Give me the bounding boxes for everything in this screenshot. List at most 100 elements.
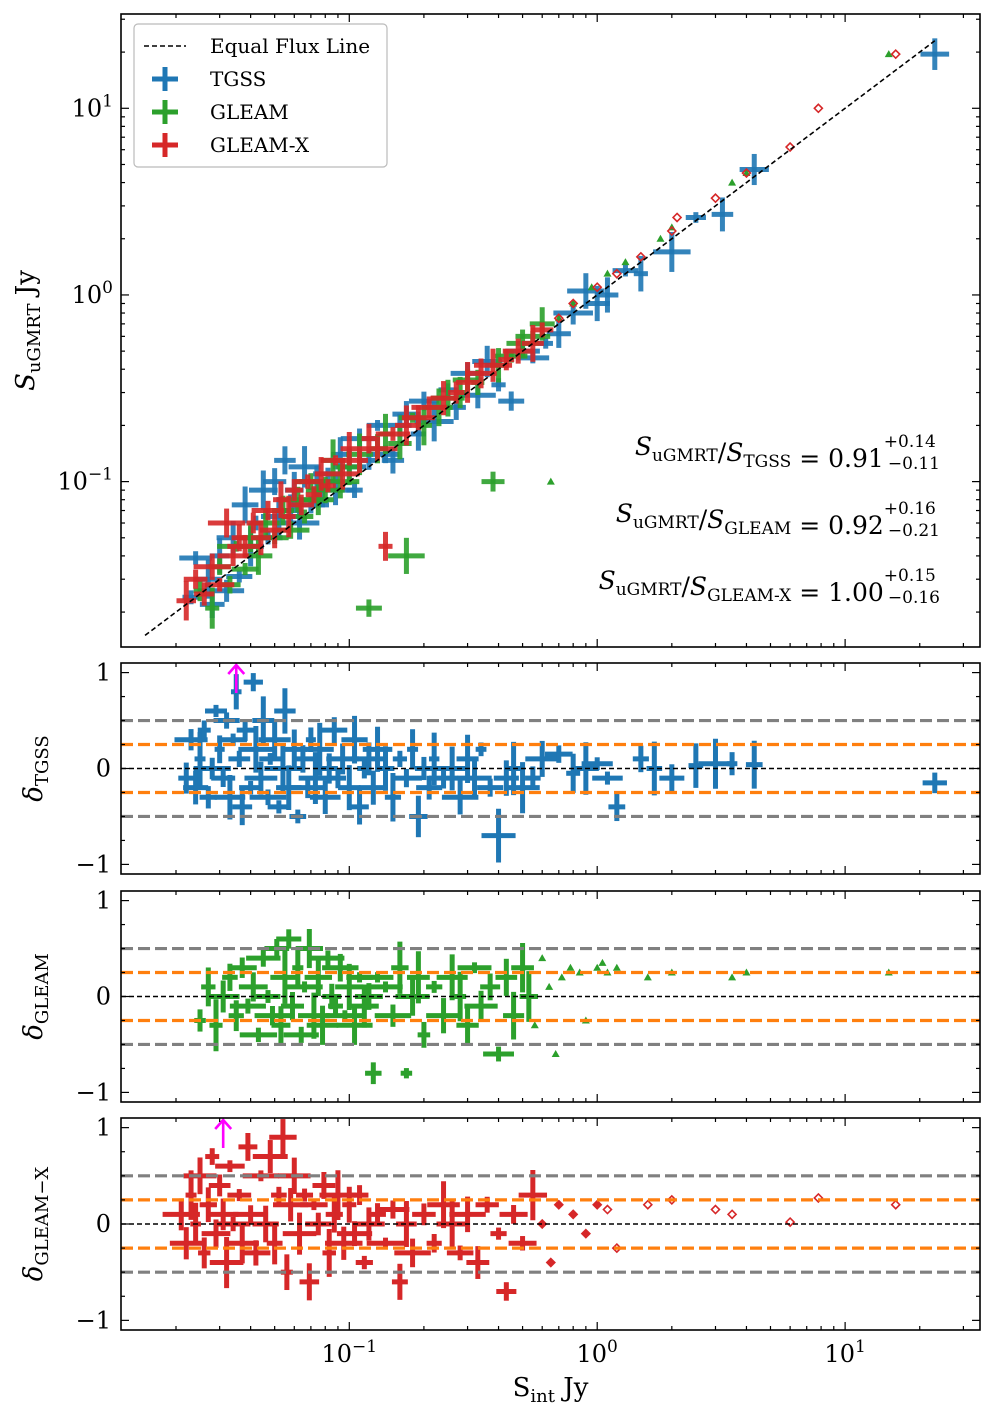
point-marker <box>592 1199 603 1210</box>
residual-point <box>530 1021 539 1029</box>
residual-point <box>232 788 253 826</box>
residual-point <box>329 767 347 789</box>
legend-label: Equal Flux Line <box>210 34 370 58</box>
residual-point <box>566 753 581 793</box>
residual-point <box>710 1204 721 1215</box>
point-marker <box>656 234 665 242</box>
data-point <box>274 446 296 475</box>
residual-point <box>238 1132 258 1161</box>
residual-point <box>391 1263 408 1300</box>
point-marker <box>710 1204 721 1215</box>
y-tick-label: −1 <box>76 1306 111 1334</box>
data-point <box>295 509 314 524</box>
residual-point <box>238 726 274 773</box>
data-point <box>227 534 263 558</box>
residual-point <box>350 1185 369 1206</box>
upper-limit-arrow <box>214 1118 233 1148</box>
data-point <box>498 391 525 411</box>
residual-point <box>580 1228 591 1239</box>
residual-point <box>194 732 206 786</box>
data-point <box>273 481 289 519</box>
point-marker <box>710 193 721 204</box>
data-point <box>388 537 425 574</box>
residual-point <box>368 981 403 993</box>
residual-point <box>309 780 341 814</box>
residual-point <box>322 953 359 982</box>
point-marker <box>568 298 579 309</box>
point-marker <box>890 1199 901 1210</box>
y-axis-label: δGLEAM−X <box>19 1167 53 1282</box>
residual-point <box>466 1246 490 1279</box>
x-tick-label: 100 <box>577 1337 618 1368</box>
residual-point <box>306 1005 339 1045</box>
data-point <box>411 396 447 419</box>
data-point <box>250 520 271 556</box>
residual-point <box>456 1007 479 1044</box>
residual-point <box>490 1227 507 1240</box>
data-point <box>325 458 360 490</box>
residual-point <box>642 1199 653 1210</box>
residual-point <box>276 929 302 949</box>
point-marker <box>603 269 612 277</box>
y-axis-label: δTGSS <box>19 735 53 801</box>
point-marker <box>553 1199 564 1210</box>
legend-box <box>133 23 388 168</box>
data-point <box>592 282 603 293</box>
residual-point <box>228 750 251 767</box>
residual-point <box>365 1062 382 1085</box>
residual-point <box>457 759 492 797</box>
data-point <box>259 511 290 549</box>
legend-label: GLEAM-X <box>210 133 310 157</box>
residual-point <box>336 1005 373 1045</box>
point-marker <box>666 225 677 237</box>
data-point <box>351 447 368 473</box>
point-marker <box>530 1021 539 1029</box>
residual-point <box>503 991 525 1040</box>
data-point <box>502 338 534 364</box>
data-point <box>603 269 612 277</box>
point-marker <box>602 1204 613 1215</box>
residual-point <box>197 720 211 740</box>
x-axis-label: Sint Jy <box>513 1373 589 1407</box>
residual-point <box>376 1200 410 1219</box>
data-point <box>205 578 235 592</box>
y-tick-label: 0 <box>96 1210 111 1238</box>
point-marker <box>726 1209 738 1220</box>
data-point <box>741 167 752 179</box>
data-point <box>193 553 231 580</box>
residual-point <box>355 1255 373 1270</box>
point-marker <box>545 1257 556 1268</box>
point-marker <box>884 50 893 58</box>
residual-point <box>369 1203 386 1226</box>
residual-point <box>922 772 947 794</box>
residual-point <box>350 789 369 825</box>
arrow-head <box>214 1118 233 1130</box>
residual-point <box>198 1237 211 1269</box>
point-marker <box>642 1199 653 1210</box>
point-marker <box>611 268 622 279</box>
data-point <box>246 512 261 534</box>
data-point <box>671 212 683 223</box>
residual-point <box>299 1263 320 1301</box>
residual-point <box>183 770 209 805</box>
residual-point <box>557 973 566 981</box>
legend-entry: Equal Flux Line <box>144 34 370 58</box>
legend-entry: GLEAM <box>152 100 289 124</box>
residual-point <box>305 722 334 776</box>
point-marker <box>546 477 555 485</box>
residual-point <box>449 1196 486 1233</box>
arrow-head <box>227 663 246 675</box>
data-point <box>481 471 505 492</box>
data-point <box>295 474 320 489</box>
data-point <box>378 531 393 561</box>
residual-point <box>412 1203 436 1226</box>
residual-point <box>659 764 685 792</box>
residual-point <box>553 1199 564 1210</box>
data-point <box>546 477 555 485</box>
point-marker <box>557 973 566 981</box>
point-marker <box>580 1228 591 1239</box>
residual-point <box>518 1169 548 1221</box>
residual-point <box>392 750 407 768</box>
point-marker <box>593 963 602 971</box>
